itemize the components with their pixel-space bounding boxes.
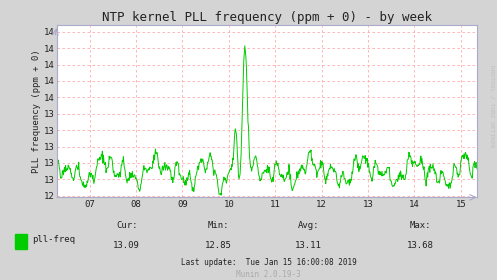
Text: Min:: Min: — [208, 221, 230, 230]
Text: Avg:: Avg: — [297, 221, 319, 230]
Title: NTP kernel PLL frequency (ppm + 0) - by week: NTP kernel PLL frequency (ppm + 0) - by … — [102, 11, 432, 24]
Text: Last update:  Tue Jan 15 16:00:08 2019: Last update: Tue Jan 15 16:00:08 2019 — [180, 258, 356, 267]
Text: 13.11: 13.11 — [295, 241, 322, 250]
Y-axis label: PLL frequency (ppm + 0): PLL frequency (ppm + 0) — [32, 50, 41, 173]
Text: RRDTOOL / TOBI OETIKER: RRDTOOL / TOBI OETIKER — [490, 65, 495, 148]
Text: Munin 2.0.19-3: Munin 2.0.19-3 — [236, 270, 301, 279]
Text: 12.85: 12.85 — [205, 241, 232, 250]
Text: pll-freq: pll-freq — [32, 235, 76, 244]
Text: 13.68: 13.68 — [407, 241, 433, 250]
Text: 13.09: 13.09 — [113, 241, 140, 250]
Text: Max:: Max: — [409, 221, 431, 230]
Text: Cur:: Cur: — [116, 221, 138, 230]
